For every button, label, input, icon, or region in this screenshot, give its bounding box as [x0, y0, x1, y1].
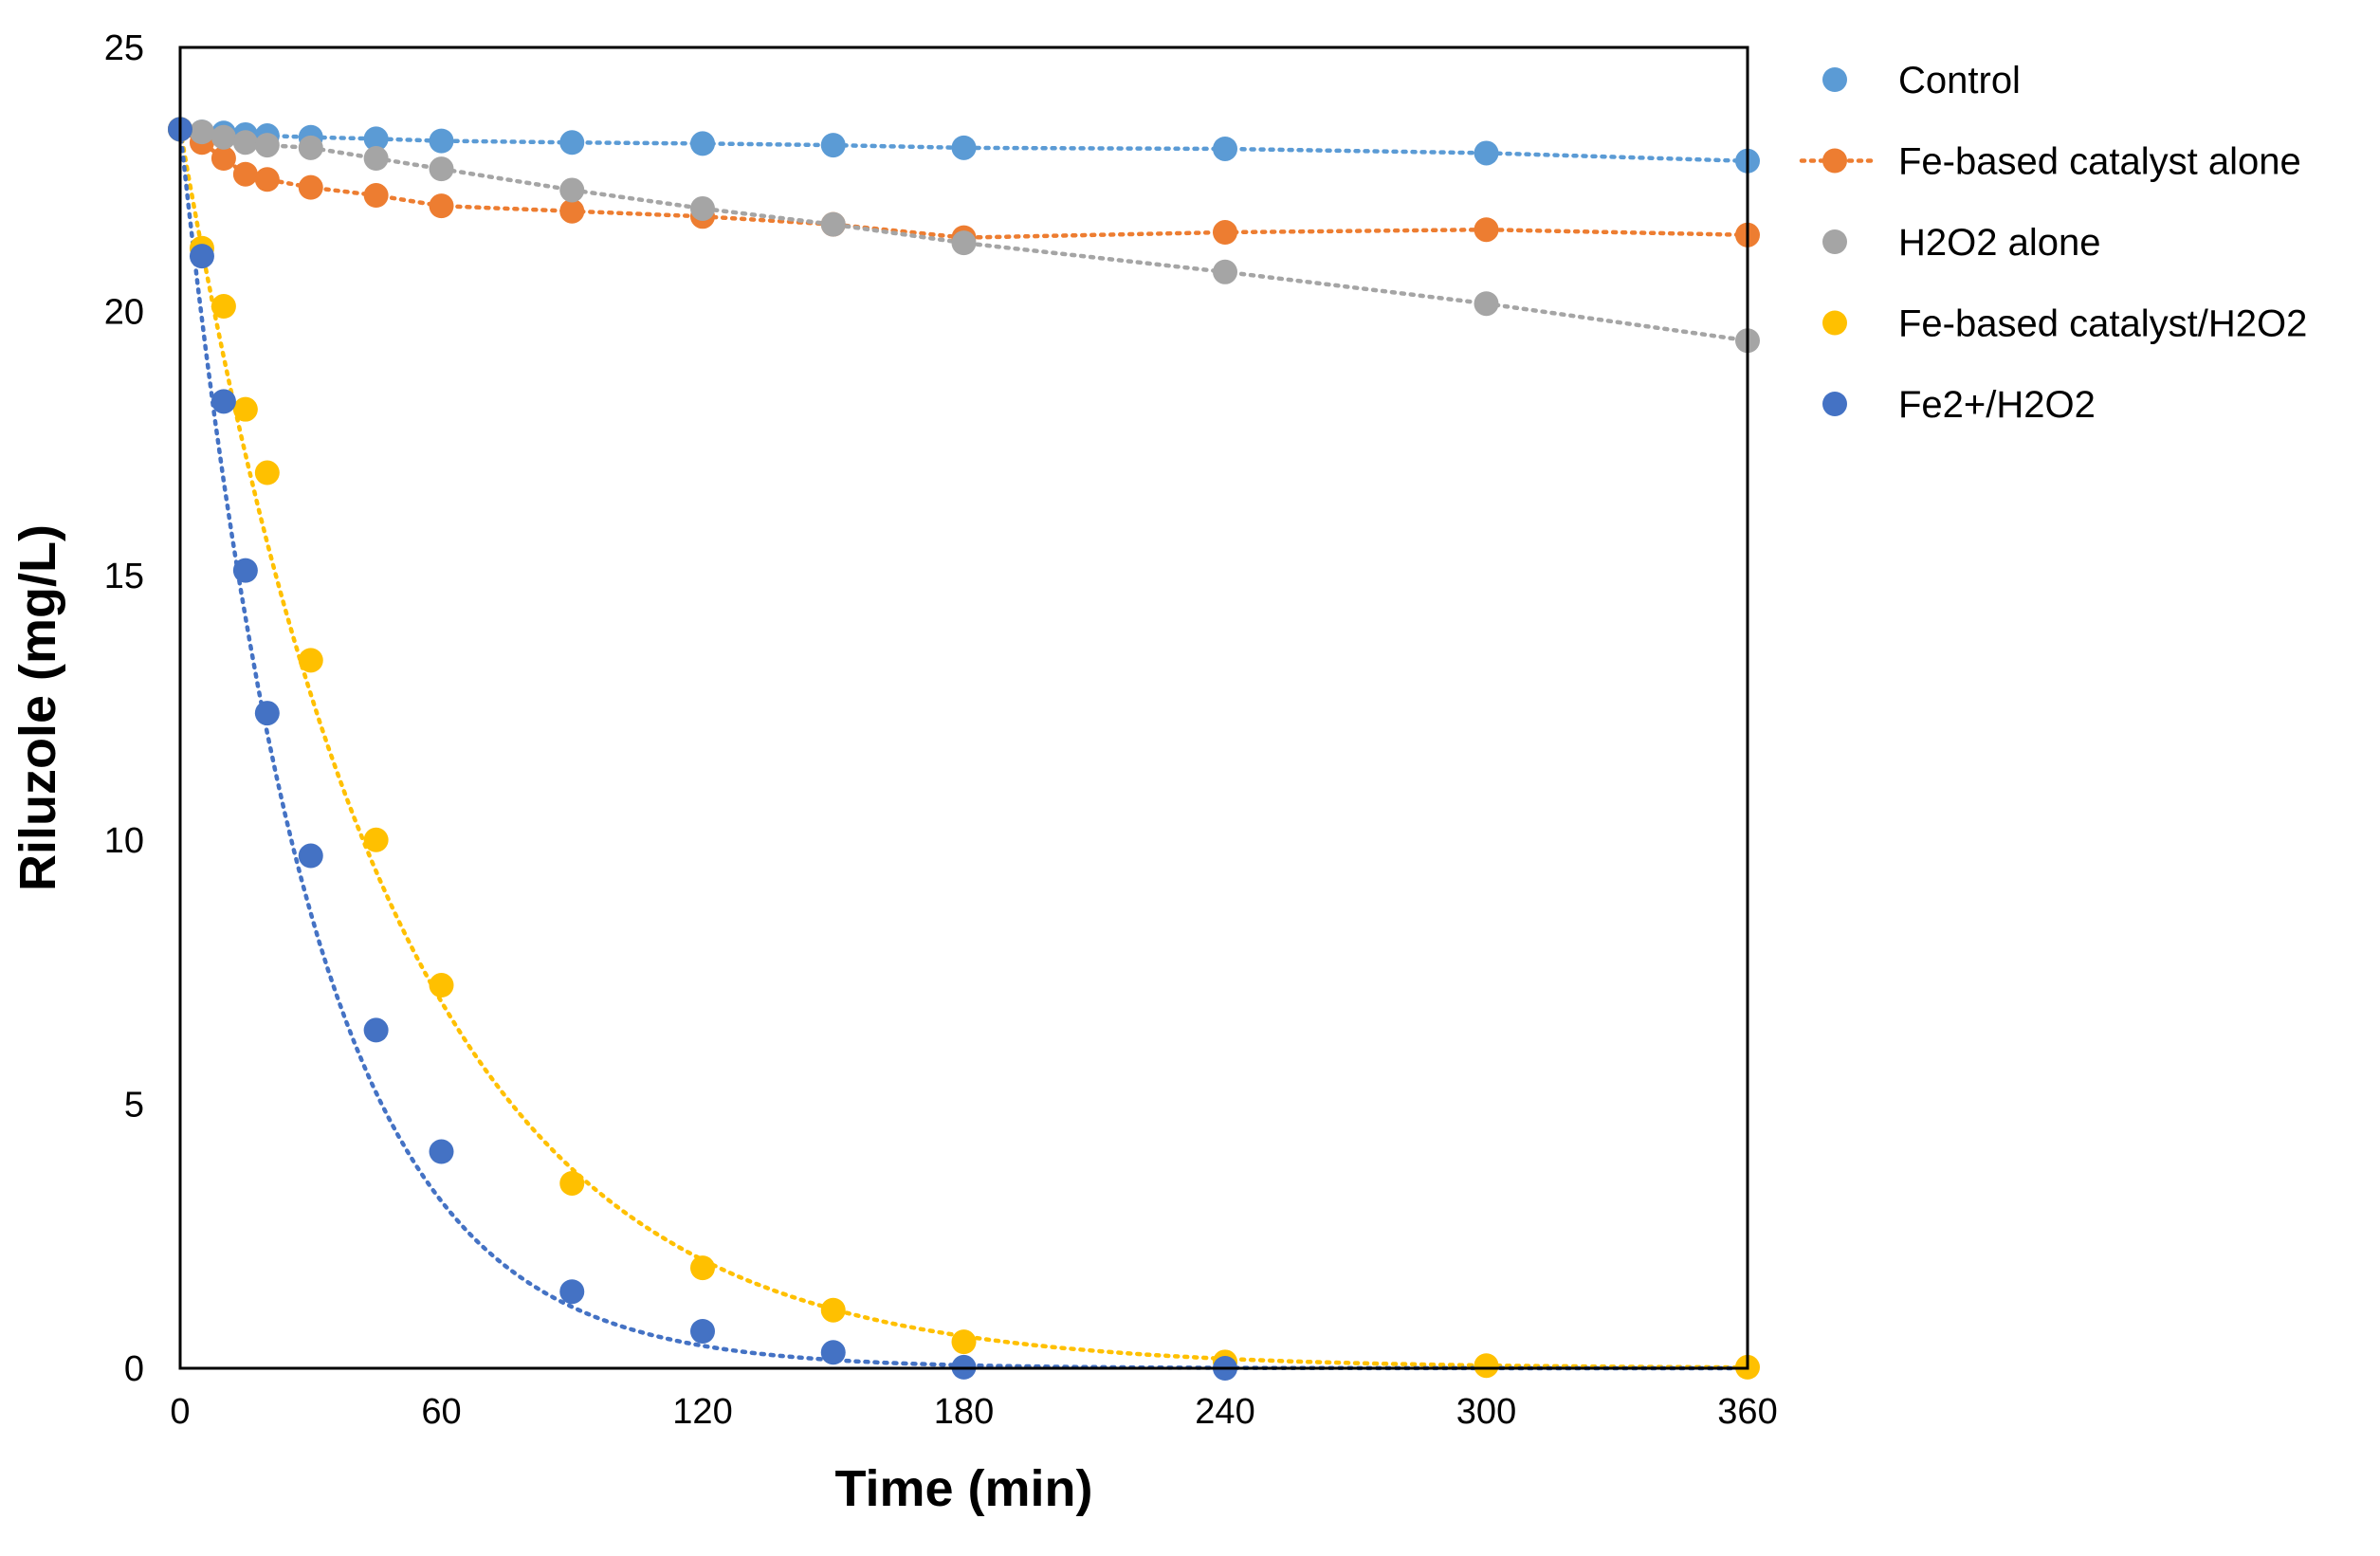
data-point-series-1: [254, 167, 280, 192]
data-point-series-2: [951, 230, 977, 256]
data-point-series-2: [363, 146, 389, 172]
x-axis-ticks: 0 60 120 180 240 300 360: [170, 1392, 1777, 1432]
data-point-series-2: [820, 211, 846, 237]
data-point-series-4: [820, 1340, 846, 1365]
data-point-series-1: [429, 193, 454, 219]
data-point-series-2: [254, 133, 280, 158]
plot-frame: [178, 46, 1749, 1370]
data-point-series-0: [429, 128, 454, 154]
legend-marker: [1822, 67, 1847, 92]
data-point-series-4: [211, 389, 236, 414]
data-point-series-1: [298, 174, 323, 200]
data-point-series-0: [951, 135, 977, 160]
data-point-series-2: [559, 177, 585, 203]
data-point-series-0: [363, 126, 389, 152]
y-axis-title: Riluzole (mg/L): [9, 524, 66, 891]
y-tick-label: 25: [104, 28, 144, 68]
legend-label: Fe-based catalyst alone: [1898, 141, 2301, 183]
data-point-series-4: [298, 843, 323, 869]
legend-label: H2O2 alone: [1898, 222, 2100, 264]
legend: Control Fe-based catalyst alone H2O2 alone…: [1799, 60, 2307, 426]
legend-marker: [1822, 310, 1847, 336]
data-point-series-0: [1213, 136, 1237, 161]
data-point-series-0: [559, 130, 585, 156]
data-points: [168, 117, 1760, 1381]
y-tick-label: 5: [124, 1085, 144, 1125]
data-point-series-1: [363, 183, 389, 209]
y-tick-label: 20: [104, 293, 144, 333]
data-point-series-4: [559, 1279, 585, 1305]
data-point-series-4: [232, 558, 258, 583]
data-point-series-1: [1213, 220, 1237, 246]
data-point-series-1: [1474, 217, 1499, 243]
data-point-series-3: [559, 1170, 585, 1196]
trendlines: [177, 127, 1750, 1371]
data-point-series-1: [232, 161, 258, 187]
y-tick-label: 0: [124, 1349, 144, 1389]
x-tick-label: 240: [1195, 1392, 1254, 1432]
data-point-series-2: [232, 130, 258, 156]
legend-marker: [1822, 392, 1847, 416]
data-point-series-1: [211, 146, 236, 172]
data-point-series-0: [690, 131, 715, 156]
data-point-series-2: [298, 135, 323, 160]
data-point-series-3: [429, 973, 454, 998]
legend-label: Fe-based catalyst/H2O2: [1898, 303, 2307, 345]
x-tick-label: 60: [421, 1392, 461, 1432]
data-point-series-1: [559, 198, 585, 224]
data-point-series-3: [363, 827, 389, 852]
data-point-series-3: [298, 648, 323, 673]
data-point-series-3: [820, 1297, 846, 1323]
data-point-series-3: [690, 1255, 715, 1281]
legend-marker: [1822, 148, 1847, 174]
data-point-series-4: [363, 1017, 389, 1043]
data-point-series-2: [429, 156, 454, 182]
x-tick-label: 180: [934, 1392, 994, 1432]
y-tick-label: 10: [104, 821, 144, 861]
x-axis-title: Time (min): [834, 1460, 1092, 1517]
data-point-series-2: [189, 119, 214, 145]
data-point-series-2: [1213, 259, 1237, 284]
data-point-series-3: [232, 396, 258, 422]
legend-marker: [1822, 229, 1847, 254]
data-point-series-3: [211, 294, 236, 320]
data-point-series-2: [690, 195, 715, 221]
trendline-series-4: [177, 127, 1750, 1371]
data-point-series-3: [951, 1329, 977, 1355]
data-point-series-0: [1474, 140, 1499, 166]
data-point-series-4: [690, 1318, 715, 1344]
data-point-series-2: [1474, 291, 1499, 317]
data-point-series-3: [254, 460, 280, 485]
data-point-series-2: [211, 124, 236, 150]
x-tick-label: 300: [1456, 1392, 1516, 1432]
data-point-series-3: [1474, 1353, 1499, 1379]
data-point-series-4: [429, 1139, 454, 1164]
x-tick-label: 360: [1717, 1392, 1777, 1432]
x-tick-label: 120: [672, 1392, 732, 1432]
y-tick-label: 15: [104, 557, 144, 596]
legend-label: Control: [1898, 60, 2021, 101]
data-point-series-4: [254, 701, 280, 726]
y-axis-ticks: 0 5 10 15 20 25: [104, 28, 144, 1389]
data-point-series-4: [189, 244, 214, 269]
legend-label: Fe2+/H2O2: [1898, 384, 2096, 426]
data-point-series-0: [820, 133, 846, 158]
trendline-series-3: [177, 127, 1750, 1370]
x-tick-label: 0: [170, 1392, 190, 1432]
